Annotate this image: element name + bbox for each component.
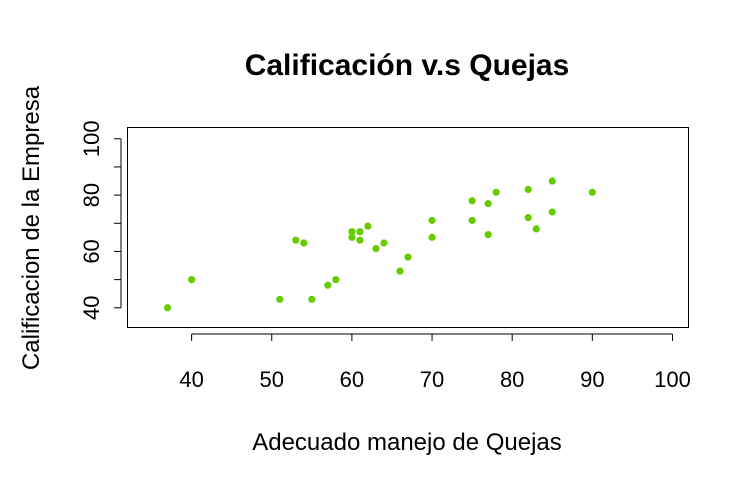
data-point xyxy=(428,233,436,241)
data-point xyxy=(356,228,364,236)
x-tick-label: 70 xyxy=(420,367,444,392)
data-point xyxy=(364,222,372,230)
y-axis-label: Calificacion de la Empresa xyxy=(18,85,45,370)
data-point xyxy=(372,245,380,253)
data-point xyxy=(484,230,492,239)
data-point xyxy=(468,197,476,205)
data-point xyxy=(380,239,388,247)
x-tick-label: 50 xyxy=(260,367,284,392)
plot-frame xyxy=(127,127,689,328)
data-point xyxy=(428,216,436,225)
data-point xyxy=(484,199,492,208)
data-point xyxy=(276,295,284,303)
data-point xyxy=(588,188,596,196)
data-point xyxy=(492,188,500,196)
x-axis: 40 50 60 70 80 90 100 xyxy=(179,333,691,392)
data-point xyxy=(396,267,404,275)
data-point xyxy=(524,185,532,194)
data-point xyxy=(292,236,300,244)
data-point xyxy=(332,276,340,284)
data-point xyxy=(468,216,476,225)
data-point xyxy=(348,233,356,241)
data-points xyxy=(163,177,596,312)
y-tick-label: 40 xyxy=(79,296,104,320)
data-point xyxy=(163,304,172,312)
x-tick-label: 40 xyxy=(179,367,203,392)
data-point xyxy=(348,228,356,236)
y-axis: 40 60 80 100 xyxy=(79,120,122,320)
y-tick-label: 60 xyxy=(79,239,104,263)
x-axis-label: Adecuado manejo de Quejas xyxy=(252,429,562,456)
data-point xyxy=(524,214,532,222)
data-point xyxy=(548,208,556,216)
data-point xyxy=(548,177,556,185)
y-tick-label: 80 xyxy=(79,183,104,207)
data-point xyxy=(308,295,316,303)
data-point xyxy=(188,276,196,284)
data-point xyxy=(532,225,540,233)
x-tick-label: 80 xyxy=(500,367,524,392)
data-point xyxy=(404,253,412,261)
data-point xyxy=(324,281,332,289)
x-tick-label: 100 xyxy=(654,367,691,392)
data-point xyxy=(300,239,308,247)
x-tick-label: 60 xyxy=(340,367,364,392)
y-tick-label: 100 xyxy=(79,120,104,157)
chart-title: Calificación v.s Quejas xyxy=(245,49,570,82)
x-tick-label: 90 xyxy=(580,367,604,392)
data-point xyxy=(356,236,364,244)
